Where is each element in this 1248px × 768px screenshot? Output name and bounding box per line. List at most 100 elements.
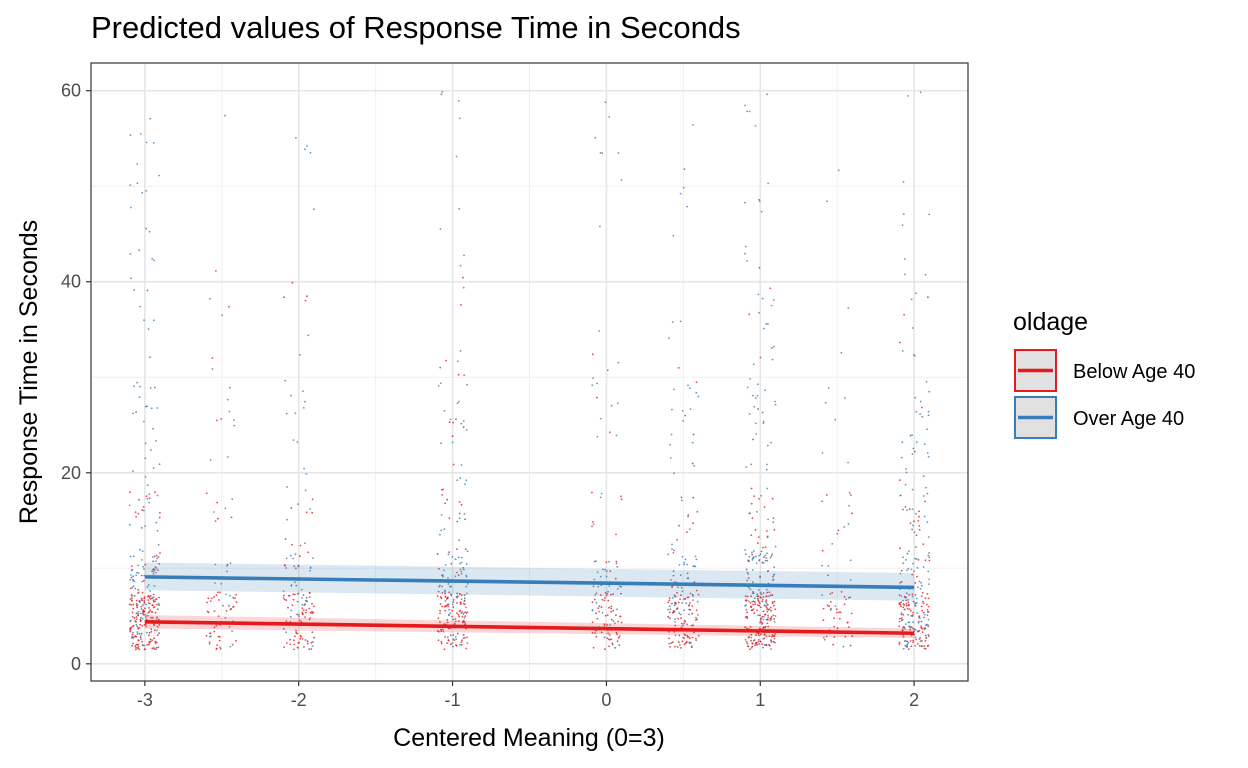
data-point — [752, 438, 754, 441]
data-point — [140, 608, 143, 610]
data-point — [604, 648, 606, 651]
data-point — [752, 590, 754, 593]
data-point — [156, 629, 158, 632]
data-point — [228, 625, 231, 628]
data-point — [757, 293, 760, 296]
data-point — [605, 575, 608, 578]
data-point — [754, 644, 756, 647]
data-point — [149, 609, 152, 612]
data-point — [926, 623, 929, 626]
data-point — [285, 412, 288, 415]
data-point — [289, 638, 292, 641]
data-point — [762, 327, 765, 330]
data-point — [687, 514, 690, 516]
data-point — [615, 533, 617, 536]
data-point — [228, 305, 230, 308]
data-point — [915, 410, 918, 413]
data-point — [235, 594, 238, 596]
data-point — [450, 562, 453, 565]
data-point — [765, 468, 768, 471]
data-point — [683, 609, 685, 612]
fit-lines — [144, 575, 915, 636]
data-point — [595, 601, 598, 604]
data-point — [907, 604, 910, 606]
data-point — [898, 594, 901, 596]
data-point — [152, 593, 155, 596]
data-point — [696, 510, 699, 513]
data-point — [608, 585, 611, 587]
data-point — [148, 631, 151, 634]
data-point — [756, 394, 759, 397]
data-point — [686, 596, 689, 599]
data-point — [672, 574, 675, 577]
data-point — [668, 611, 671, 614]
data-point — [159, 552, 161, 554]
data-point — [139, 305, 142, 308]
data-point — [456, 592, 458, 595]
data-point — [459, 602, 462, 604]
data-point — [599, 225, 601, 228]
data-point — [898, 620, 901, 623]
data-point — [835, 611, 838, 614]
fit-line-below-age-40 — [144, 619, 915, 636]
data-point — [309, 569, 311, 572]
data-point — [457, 360, 459, 363]
data-point — [149, 598, 152, 600]
data-point — [674, 621, 676, 623]
data-point — [233, 419, 235, 421]
data-point — [302, 390, 304, 393]
data-point — [226, 563, 229, 566]
data-point — [694, 555, 697, 558]
data-point — [302, 407, 305, 409]
data-point — [763, 506, 766, 508]
data-point — [849, 596, 852, 599]
data-point — [597, 585, 600, 588]
data-point — [599, 575, 602, 578]
data-point — [672, 570, 675, 573]
data-point — [669, 646, 671, 648]
data-point — [821, 594, 824, 596]
data-point — [458, 117, 461, 120]
data-point — [905, 559, 907, 561]
data-point — [688, 637, 691, 640]
data-point — [229, 608, 232, 611]
data-point — [744, 626, 746, 629]
data-point — [309, 151, 312, 154]
data-point — [156, 616, 159, 619]
data-point — [904, 628, 906, 630]
data-point — [139, 612, 142, 615]
data-point — [754, 529, 757, 531]
data-point — [772, 614, 775, 617]
data-point — [598, 605, 601, 607]
data-point — [300, 620, 303, 623]
data-point — [132, 470, 135, 473]
data-point — [772, 521, 775, 524]
data-point — [763, 643, 766, 646]
data-point — [766, 535, 769, 538]
data-point — [837, 529, 840, 532]
data-point — [914, 604, 916, 607]
data-point — [681, 499, 683, 502]
data-point — [448, 591, 451, 594]
data-point — [610, 404, 613, 407]
data-point — [292, 557, 295, 560]
data-point — [694, 565, 697, 568]
data-point — [449, 585, 451, 588]
data-point — [294, 635, 296, 638]
data-point — [908, 608, 911, 610]
data-point — [762, 420, 765, 423]
data-point — [452, 599, 455, 601]
data-point — [153, 259, 155, 262]
data-point — [301, 597, 303, 599]
data-point — [603, 599, 606, 602]
data-point — [224, 507, 227, 510]
data-point — [463, 513, 466, 515]
data-point — [130, 277, 133, 280]
data-point — [762, 596, 765, 598]
x-axis-title: Centered Meaning (0=3) — [393, 724, 665, 752]
data-point — [144, 525, 147, 527]
data-point — [209, 632, 212, 635]
data-point — [910, 568, 913, 571]
data-point — [612, 609, 615, 612]
data-point — [758, 554, 760, 557]
